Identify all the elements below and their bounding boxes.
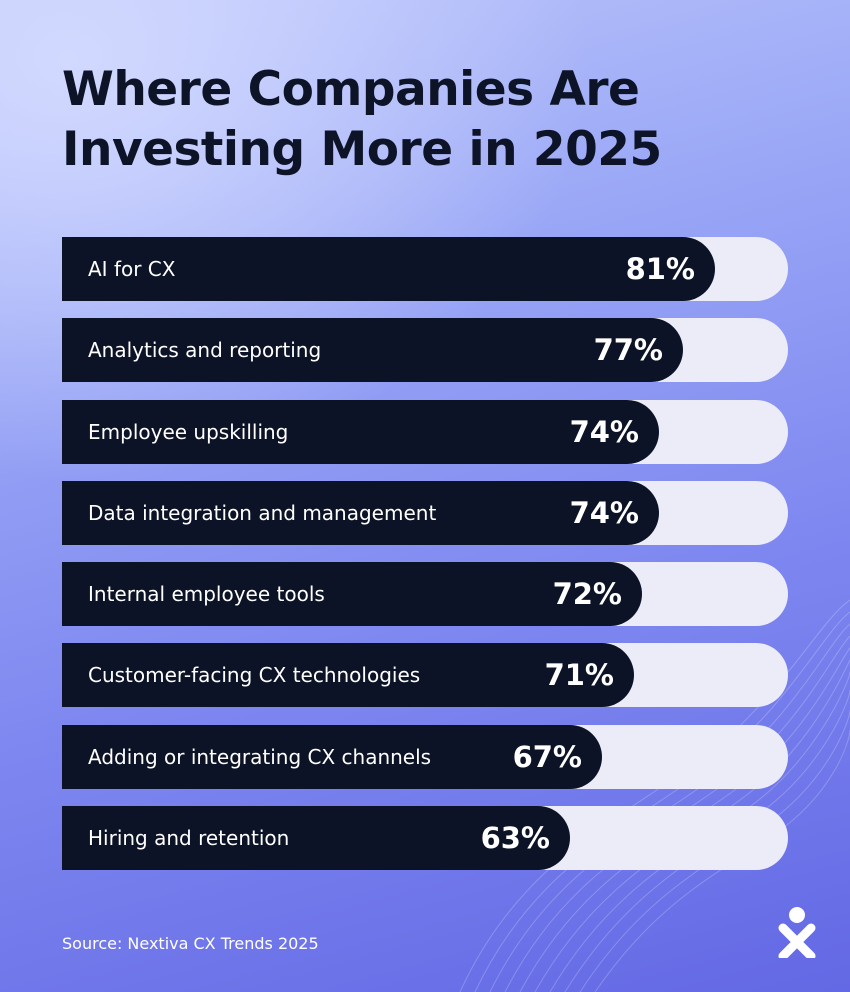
bar-category-label: Customer-facing CX technologies [88,663,421,688]
bar-category-label: Employee upskilling [88,419,289,444]
chart-title-line-1: Where Companies Are [62,62,640,117]
bar-value-label: 81% [625,252,695,286]
bar-value-label: 63% [480,821,550,856]
bar-value-label: 74% [569,495,639,530]
bar-category-label: Data integration and management [88,500,437,525]
bar: Data integration and management 74% [62,480,659,545]
bar: Analytics and reporting 77% [62,318,683,383]
bar-row: Adding or integrating CX channels 67% [62,724,788,789]
bar: AI for CX 81% [62,237,715,301]
bar: Customer-facing CX technologies 71% [62,643,634,708]
bar-row: Analytics and reporting 77% [62,318,788,383]
bar-category-label: Internal employee tools [88,582,325,607]
bar-value-label: 74% [569,414,639,449]
bar-row: AI for CX 81% [62,237,788,301]
bar-value-label: 67% [512,739,582,774]
bar-row: Data integration and management 74% [62,480,788,545]
bar-row: Employee upskilling 74% [62,399,788,464]
bar-chart: AI for CX 81% Analytics and reporting 77% Em… [62,237,788,887]
bar-value-label: 77% [593,333,663,368]
bar-row: Internal employee tools 72% [62,562,788,627]
bar-category-label: Hiring and retention [88,826,290,851]
chart-title: Where Companies Are Investing More in 20… [62,60,762,180]
bar: Employee upskilling 74% [62,399,659,464]
bar: Internal employee tools 72% [62,562,642,627]
bar-value-label: 72% [552,577,622,612]
bar: Hiring and retention 63% [62,806,570,871]
bar-category-label: Adding or integrating CX channels [88,744,432,769]
bar: Adding or integrating CX channels 67% [62,724,602,789]
bar-category-label: Analytics and reporting [88,338,322,363]
bar-row: Hiring and retention 63% [62,806,788,871]
bar-category-label: AI for CX [88,257,176,281]
chart-title-line-2: Investing More in 2025 [62,122,662,177]
bar-row: Customer-facing CX technologies 71% [62,643,788,708]
bar-value-label: 71% [544,658,614,693]
source-note: Source: Nextiva CX Trends 2025 [62,934,319,953]
nextiva-logo-icon [778,907,816,958]
